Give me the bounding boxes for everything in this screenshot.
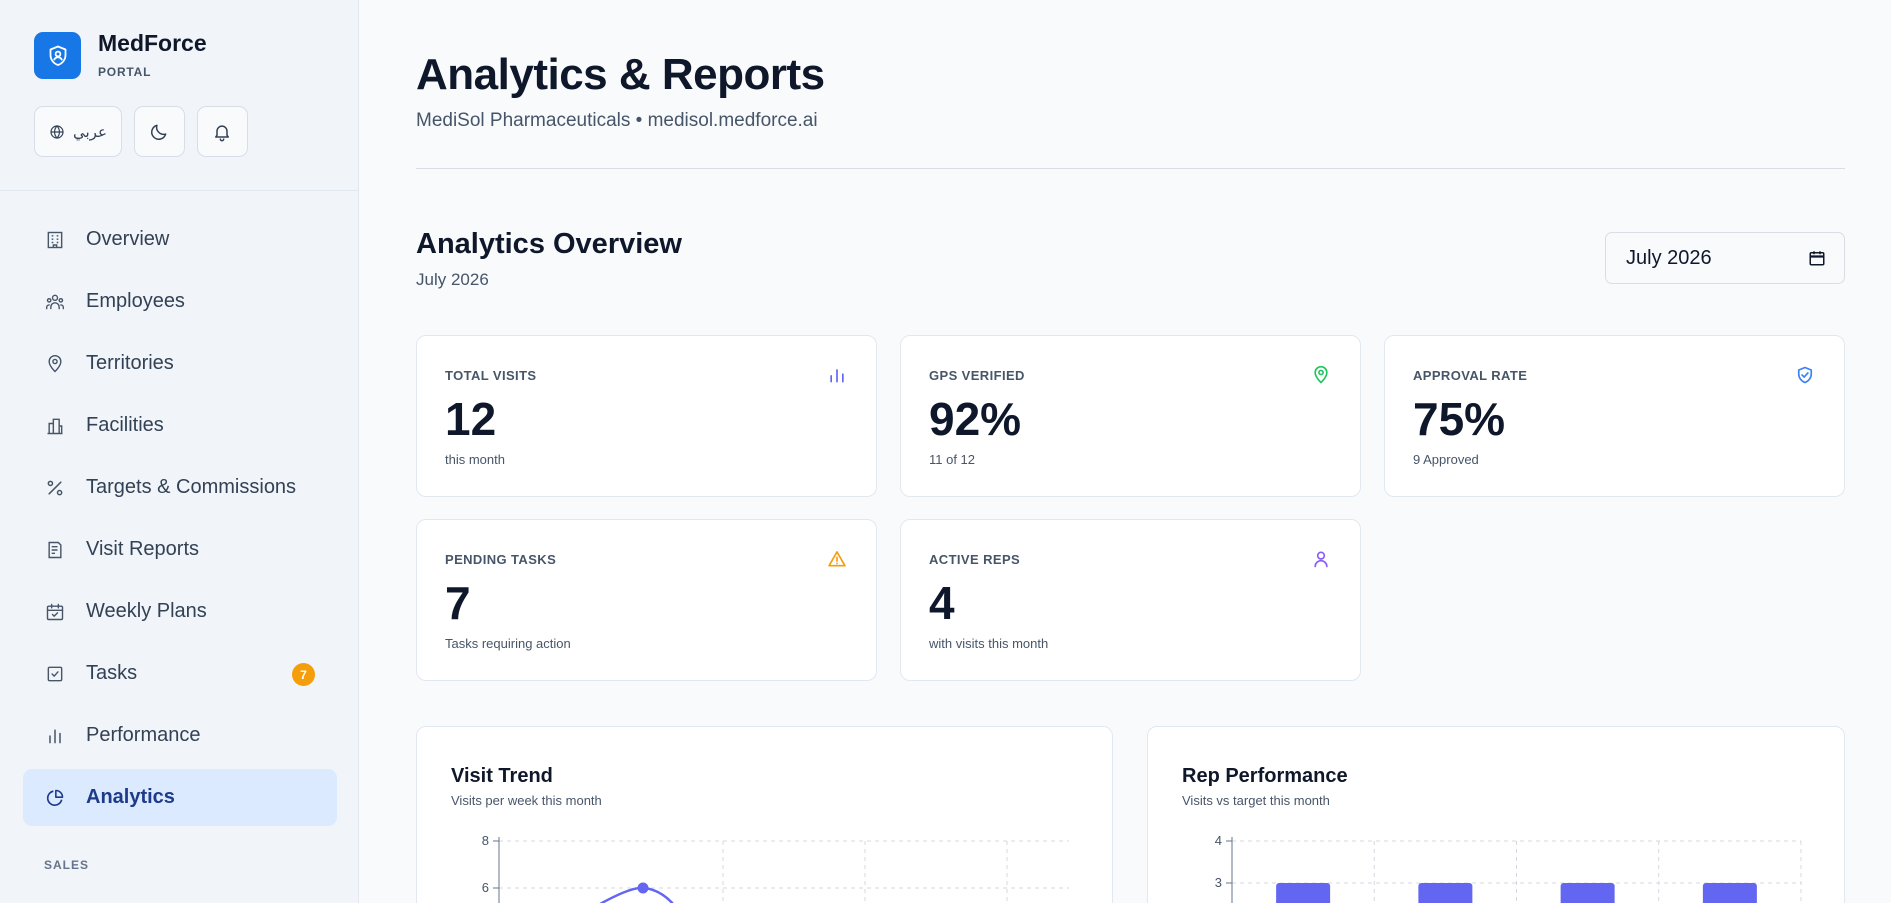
sidebar-item-employees[interactable]: Employees bbox=[23, 273, 337, 330]
trend-line bbox=[599, 886, 674, 903]
theme-toggle-button[interactable] bbox=[133, 106, 185, 157]
sidebar-item-analytics[interactable]: Analytics bbox=[23, 769, 337, 826]
map-pin-icon bbox=[44, 353, 66, 375]
bar bbox=[1276, 883, 1331, 903]
section-subtitle: July 2026 bbox=[416, 270, 489, 289]
language-button[interactable]: عربي bbox=[34, 106, 122, 157]
stat-caption: 9 Approved bbox=[1413, 452, 1479, 467]
stat-label: TOTAL VISITS bbox=[445, 368, 537, 383]
sidebar-item-label: Territories bbox=[86, 352, 174, 374]
bar bbox=[1702, 883, 1757, 903]
sidebar-item-territories[interactable]: Territories bbox=[23, 335, 337, 392]
notifications-button[interactable] bbox=[196, 106, 248, 157]
stat-caption: 11 of 12 bbox=[929, 452, 976, 467]
sidebar-item-label: Weekly Plans bbox=[86, 600, 207, 622]
chart-subtitle: Visits vs target this month bbox=[1182, 793, 1330, 808]
sidebar: MedForce PORTAL عربي Overview bbox=[0, 0, 359, 903]
sidebar-item-facilities[interactable]: Facilities bbox=[23, 397, 337, 454]
sidebar-item-performance[interactable]: Performance bbox=[23, 707, 337, 764]
user-icon bbox=[1310, 548, 1332, 570]
stat-caption: with visits this month bbox=[929, 636, 1049, 651]
stat-card-pending-tasks: PENDING TASKS 7 Tasks requiring action bbox=[416, 519, 877, 681]
users-icon bbox=[44, 291, 66, 313]
main-content: Analytics & Reports MediSol Pharmaceutic… bbox=[416, 0, 1846, 903]
report-icon bbox=[44, 539, 66, 561]
sidebar-item-visit-reports[interactable]: Visit Reports bbox=[23, 521, 337, 578]
moon-icon bbox=[149, 122, 169, 142]
stat-label: PENDING TASKS bbox=[445, 552, 557, 567]
globe-icon bbox=[49, 124, 65, 140]
map-pin-icon bbox=[1310, 364, 1332, 386]
page-title: Analytics & Reports bbox=[416, 50, 825, 99]
sidebar-item-label: Tasks bbox=[86, 662, 138, 684]
y-tick-label: 8 bbox=[482, 833, 489, 848]
bar-chart-icon bbox=[44, 725, 66, 747]
stat-label: GPS VERIFIED bbox=[929, 368, 1025, 383]
data-point bbox=[637, 882, 649, 894]
stat-card-total-visits: TOTAL VISITS 12 this month bbox=[416, 335, 877, 497]
y-tick-label: 6 bbox=[482, 880, 489, 895]
bell-icon bbox=[212, 122, 232, 142]
brand-name: MedForce bbox=[98, 30, 207, 56]
stat-label: ACTIVE REPS bbox=[929, 552, 1021, 567]
sidebar-section-sales: SALES bbox=[44, 858, 90, 872]
header-divider bbox=[416, 168, 1845, 169]
sidebar-item-label: Employees bbox=[86, 290, 185, 312]
language-label: عربي bbox=[73, 123, 107, 141]
toolbar: عربي bbox=[34, 106, 248, 157]
stat-label: APPROVAL RATE bbox=[1413, 368, 1528, 383]
stat-value: 12 bbox=[445, 393, 497, 445]
calendar-check-icon bbox=[44, 601, 66, 623]
checkbox-icon bbox=[44, 663, 66, 685]
stat-card-approval-rate: APPROVAL RATE 75% 9 Approved bbox=[1384, 335, 1845, 497]
pie-chart-icon bbox=[44, 787, 66, 809]
y-tick-label: 4 bbox=[1215, 833, 1222, 848]
facility-icon bbox=[44, 415, 66, 437]
stat-caption: this month bbox=[445, 452, 505, 467]
y-tick-label: 3 bbox=[1215, 875, 1222, 890]
bar bbox=[1560, 883, 1615, 903]
stat-value: 4 bbox=[929, 577, 955, 629]
stat-card-active-reps: ACTIVE REPS 4 with visits this month bbox=[900, 519, 1361, 681]
stat-value: 75% bbox=[1413, 393, 1506, 445]
month-picker-value: July 2026 bbox=[1626, 246, 1712, 269]
month-picker[interactable]: July 2026 bbox=[1605, 232, 1845, 284]
stat-value: 7 bbox=[445, 577, 471, 629]
sidebar-item-label: Performance bbox=[86, 724, 201, 746]
page-subtitle: MediSol Pharmaceuticals • medisol.medfor… bbox=[416, 110, 818, 131]
tasks-count-badge: 7 bbox=[292, 663, 315, 686]
shield-user-icon bbox=[34, 32, 81, 79]
shield-check-icon bbox=[1794, 364, 1816, 386]
sidebar-nav: Overview Employees Territories Facilitie… bbox=[23, 211, 337, 831]
sidebar-item-weekly-plans[interactable]: Weekly Plans bbox=[23, 583, 337, 640]
bar bbox=[1418, 883, 1473, 903]
sidebar-item-overview[interactable]: Overview bbox=[23, 211, 337, 268]
building-icon bbox=[44, 229, 66, 251]
sidebar-item-tasks[interactable]: Tasks 7 bbox=[23, 645, 337, 702]
rep-performance-chart: 34 bbox=[1215, 833, 1802, 903]
sidebar-item-label: Overview bbox=[86, 228, 170, 250]
sidebar-item-label: Targets & Commissions bbox=[86, 476, 297, 498]
stat-card-gps-verified: GPS VERIFIED 92% 11 of 12 bbox=[900, 335, 1361, 497]
sidebar-item-targets-commissions[interactable]: Targets & Commissions bbox=[23, 459, 337, 516]
stat-value: 92% bbox=[929, 393, 1022, 445]
calendar-icon[interactable] bbox=[1808, 249, 1826, 267]
bar-chart-icon bbox=[826, 364, 848, 386]
brand[interactable]: MedForce PORTAL bbox=[34, 32, 207, 79]
sidebar-item-label: Visit Reports bbox=[86, 538, 200, 560]
section-title: Analytics Overview bbox=[416, 228, 682, 260]
visit-trend-chart: 68 bbox=[482, 833, 1069, 903]
sidebar-item-label: Facilities bbox=[86, 414, 164, 436]
chart-title: Rep Performance bbox=[1182, 765, 1348, 787]
warning-icon bbox=[826, 548, 848, 570]
percent-icon bbox=[44, 477, 66, 499]
sidebar-divider bbox=[0, 190, 358, 191]
stat-caption: Tasks requiring action bbox=[445, 636, 571, 651]
chart-title: Visit Trend bbox=[451, 765, 553, 787]
brand-subtitle: PORTAL bbox=[98, 65, 152, 79]
sidebar-item-label: Analytics bbox=[86, 786, 175, 808]
chart-subtitle: Visits per week this month bbox=[451, 793, 602, 808]
